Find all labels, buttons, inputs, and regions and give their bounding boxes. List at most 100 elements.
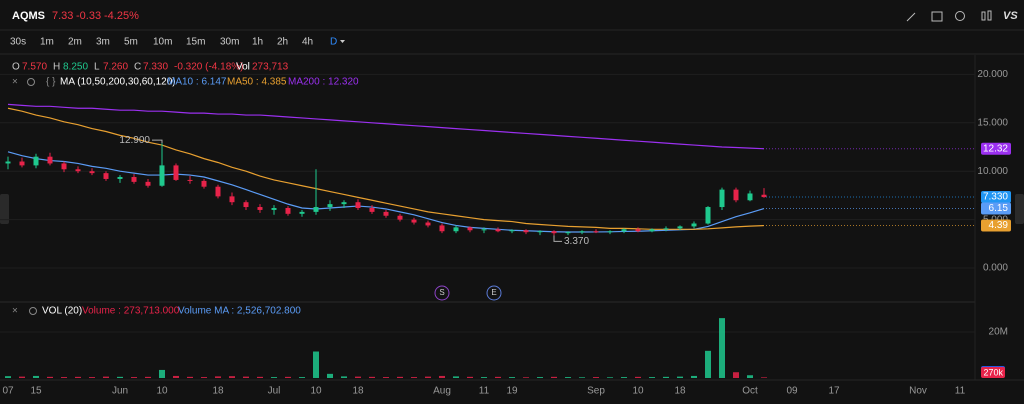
x-tick-label: 19 — [506, 386, 518, 397]
candle-body — [103, 173, 109, 179]
legend-value: 7.570 — [22, 62, 47, 73]
candle-icon[interactable] — [987, 10, 992, 21]
timeframe[interactable]: 2h — [277, 37, 288, 48]
settings-icon[interactable]: { } — [46, 77, 56, 88]
candle-body — [691, 223, 697, 227]
ma50-label: MA50 : 4.385 — [227, 77, 287, 88]
price-badge-label: 6.15 — [989, 203, 1009, 214]
volume-bar — [481, 377, 487, 378]
timeframe[interactable]: 1m — [40, 37, 54, 48]
x-tick-label: Aug — [433, 386, 451, 397]
candle-body — [229, 196, 235, 203]
close-icon[interactable]: × — [12, 77, 18, 88]
candle-body — [593, 231, 599, 233]
candle-body — [117, 177, 123, 179]
symbol[interactable]: AQMS — [12, 10, 45, 22]
timeframe[interactable]: 5m — [124, 37, 138, 48]
timeframe[interactable]: 3m — [96, 37, 110, 48]
candle-body — [313, 207, 319, 212]
volume-bar — [355, 376, 361, 378]
logo[interactable]: VS — [1003, 10, 1018, 22]
candle-body — [47, 156, 53, 164]
event-marker[interactable] — [434, 285, 450, 301]
volume-bar — [719, 318, 725, 378]
volume-bar — [33, 375, 39, 378]
x-tick-label: 10 — [156, 386, 168, 397]
legend-key: C — [134, 62, 141, 73]
candle-body — [285, 208, 291, 214]
candle-body — [187, 179, 193, 181]
volume-bar — [285, 376, 291, 378]
price-badge — [981, 142, 1011, 155]
candle-body — [411, 219, 417, 223]
eye-icon[interactable] — [27, 78, 35, 86]
volume-bar — [411, 377, 417, 378]
eye-icon[interactable] — [29, 307, 37, 315]
candle-body — [453, 227, 459, 232]
event-label: E — [491, 288, 496, 297]
volume-bar — [243, 376, 249, 378]
timeframe[interactable]: 15m — [186, 37, 205, 48]
volume-bar — [61, 377, 67, 378]
volume-ma-label: Volume MA : 2,526,702.800 — [178, 306, 301, 317]
candle-body — [145, 181, 151, 186]
ma-title: MA (10,50,200,30,60,120) — [60, 77, 176, 88]
legend-value: 8.250 — [63, 62, 88, 73]
candle-body — [299, 211, 305, 214]
price-badge-label: 7.330 — [983, 192, 1008, 203]
legend-key: Vol — [236, 62, 250, 73]
volume-bar — [495, 376, 501, 378]
annotation-leader — [553, 235, 562, 242]
timeframe[interactable]: 4h — [302, 37, 313, 48]
volume-bar — [271, 377, 277, 378]
volume-bar — [537, 377, 543, 378]
candle-body — [215, 186, 221, 197]
volume-bar — [565, 377, 571, 378]
volume-bar — [761, 377, 767, 378]
right-handle[interactable] — [1015, 194, 1024, 224]
volume-bar — [607, 377, 613, 378]
left-handle[interactable] — [0, 194, 9, 224]
volume-bar — [649, 377, 655, 378]
x-tick-label: 11 — [479, 386, 490, 397]
volume-bar — [439, 375, 445, 378]
event-label: S — [439, 288, 444, 297]
candle-icon[interactable] — [981, 11, 986, 21]
ma200-label: MA200 : 12.320 — [288, 77, 359, 88]
price-badge-label: 4.39 — [989, 220, 1009, 231]
candle-body — [551, 231, 557, 234]
volume-bar — [691, 375, 697, 378]
candle-body — [243, 202, 249, 208]
x-tick-label: Sep — [587, 386, 605, 397]
candle-body — [397, 215, 403, 220]
ma-line — [7, 103, 765, 150]
chart-icon[interactable] — [931, 11, 943, 22]
timeframe[interactable]: 30m — [220, 37, 239, 48]
toolbar-icons[interactable] — [906, 10, 992, 22]
close-icon[interactable]: × — [12, 306, 18, 317]
event-marker[interactable] — [486, 285, 502, 301]
timeframe[interactable]: 30s — [10, 37, 26, 48]
volume-label: Volume : 273,713.000 — [82, 306, 180, 317]
pen-icon[interactable] — [906, 12, 916, 22]
x-tick-label: Jun — [112, 386, 128, 397]
volume-bar — [159, 369, 165, 378]
volume-bar — [19, 376, 25, 378]
indicator-icon[interactable] — [955, 11, 965, 21]
timeframe[interactable]: 10m — [153, 37, 172, 48]
candle-body — [565, 232, 571, 234]
volume-bar — [103, 376, 109, 378]
timeframe[interactable]: 2m — [68, 37, 82, 48]
x-tick-label: 10 — [310, 386, 322, 397]
candle-body — [467, 227, 473, 231]
volume-bar — [509, 377, 515, 378]
volume-bar — [173, 375, 179, 378]
volume-bar — [551, 376, 557, 378]
timeframe[interactable]: D — [330, 37, 337, 48]
candle-body — [173, 165, 179, 180]
volume-bar — [621, 377, 627, 378]
volume-bar — [5, 376, 11, 378]
timeframe[interactable]: 1h — [252, 37, 263, 48]
